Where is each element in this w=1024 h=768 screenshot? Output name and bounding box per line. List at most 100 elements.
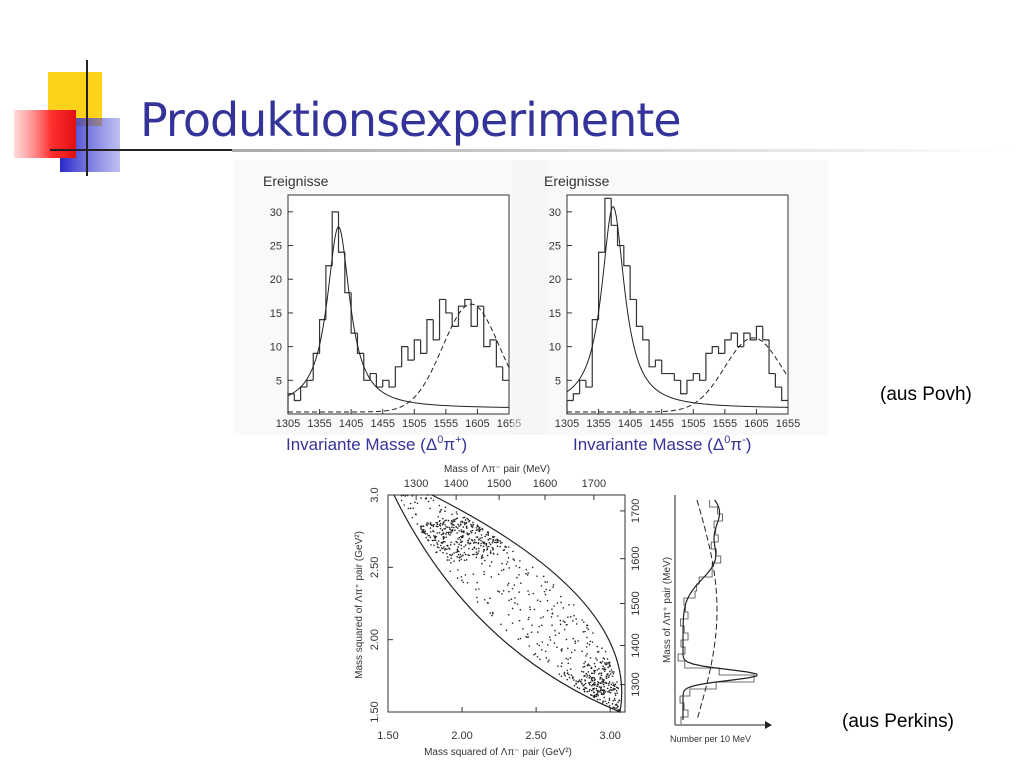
event-dot (490, 561, 493, 563)
event-dot (422, 530, 425, 533)
event-dot (412, 507, 414, 509)
event-dot (433, 523, 435, 526)
side-fit-dashed (696, 499, 718, 721)
event-dot (440, 508, 443, 511)
event-dot (603, 692, 605, 695)
event-dot (470, 530, 472, 533)
event-dot (496, 538, 498, 540)
event-dot (497, 541, 499, 544)
event-dot (445, 531, 448, 534)
event-dot (605, 675, 608, 677)
x-tick-label: 2.50 (525, 730, 546, 742)
event-dot (426, 524, 428, 527)
event-dot (540, 648, 543, 651)
side-axis-title: Number per 10 MeV (670, 734, 751, 744)
event-dot (478, 527, 480, 529)
event-dot (600, 687, 602, 690)
event-dot (609, 665, 612, 667)
event-dot (446, 552, 448, 555)
x-tick-label: 1555 (434, 418, 458, 430)
histogram-bin (572, 393, 580, 401)
event-dot (507, 546, 510, 548)
event-dot (461, 555, 463, 558)
event-dot (432, 530, 434, 532)
event-dot (482, 556, 484, 559)
event-dot (477, 552, 479, 555)
event-dot (549, 639, 552, 641)
event-dot (527, 636, 530, 638)
plot-frame (287, 194, 510, 415)
y-tick-label: 15 (549, 308, 561, 320)
event-dot (444, 506, 447, 508)
event-dot (458, 530, 461, 532)
event-dot (596, 689, 598, 692)
event-dot (426, 494, 429, 496)
event-dot (596, 669, 598, 671)
event-dot (424, 532, 427, 535)
event-dot (595, 693, 598, 696)
event-dot (598, 686, 601, 688)
event-dot (478, 588, 480, 590)
y-tick-label: 2.00 (369, 629, 381, 650)
event-dot (421, 528, 423, 531)
event-dot (536, 656, 539, 658)
event-dot (484, 559, 486, 562)
event-dot (455, 511, 458, 513)
histogram-bin (774, 373, 782, 388)
event-dot (483, 598, 486, 601)
x-axis-title-part: + (455, 434, 461, 446)
event-dot (612, 699, 615, 702)
event-dot (458, 550, 460, 553)
event-dot (498, 573, 500, 576)
right-tick-label: 1500 (630, 591, 642, 615)
side-histogram (677, 500, 755, 724)
histogram-bin (407, 346, 415, 361)
right-tick-label: 1700 (630, 499, 642, 523)
event-dot (437, 540, 440, 542)
event-dot (580, 681, 582, 683)
event-dot (471, 526, 474, 528)
event-dot (462, 581, 464, 584)
event-dot (462, 526, 465, 528)
event-dot (468, 547, 470, 550)
event-dot (416, 523, 419, 525)
event-dot (456, 532, 458, 534)
event-dot (472, 521, 474, 524)
event-dot (605, 677, 608, 680)
event-dot (603, 685, 606, 688)
event-dot (458, 559, 461, 562)
event-dot (438, 504, 441, 507)
event-dot (449, 553, 451, 556)
event-dot (596, 685, 599, 687)
event-dot (415, 513, 417, 516)
event-dot (497, 539, 500, 542)
event-dot (482, 550, 485, 553)
event-dot (566, 669, 569, 672)
event-dot (452, 521, 454, 523)
event-dot (446, 526, 449, 529)
y-tick-label: 5 (555, 375, 561, 387)
event-dot (591, 672, 593, 675)
event-dot (491, 541, 494, 544)
event-dot (586, 624, 589, 627)
event-dot (583, 665, 586, 668)
histogram-bin (616, 225, 624, 247)
event-dot (474, 532, 477, 534)
event-dot (613, 671, 615, 673)
histogram-bin (426, 319, 434, 354)
event-dot (464, 574, 467, 576)
histogram-bin (597, 251, 605, 320)
fit-curve-dashed (567, 337, 789, 413)
right-tick-label: 1300 (630, 672, 642, 696)
event-dot (518, 566, 521, 569)
event-dot (566, 672, 569, 675)
event-dot (463, 559, 466, 562)
event-dot (499, 542, 502, 544)
event-dot (452, 524, 455, 526)
y-tick-label: 2.50 (369, 557, 381, 578)
event-dot (569, 657, 572, 659)
event-dot (615, 689, 618, 692)
event-dot (501, 562, 503, 565)
event-dot (457, 538, 459, 540)
event-dot (519, 560, 521, 562)
